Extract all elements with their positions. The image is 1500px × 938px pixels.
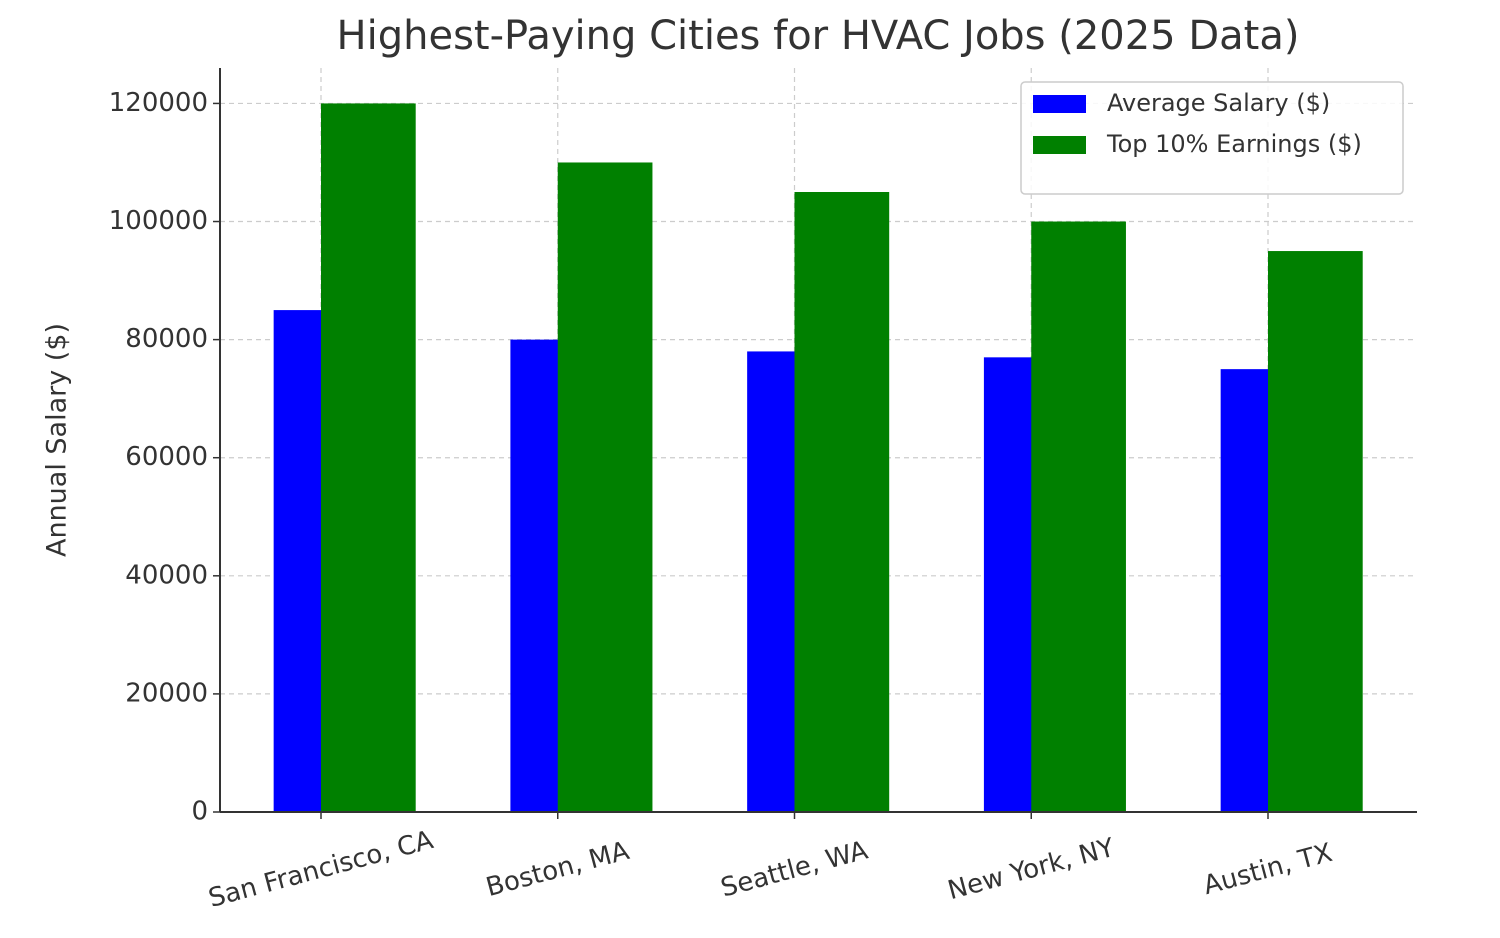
chart-title: Highest-Paying Cities for HVAC Jobs (202… <box>337 13 1300 59</box>
x-tick-label: Boston, MA <box>483 836 633 903</box>
legend-label: Average Salary ($) <box>1107 89 1330 117</box>
bar <box>557 162 653 812</box>
legend-swatch <box>1033 136 1086 154</box>
x-tick-label: Austin, TX <box>1200 838 1335 901</box>
y-tick-label: 20000 <box>125 678 208 708</box>
y-tick-label: 60000 <box>125 442 208 472</box>
legend-label: Top 10% Earnings ($) <box>1106 130 1362 158</box>
y-axis-label: Annual Salary ($) <box>42 323 73 557</box>
x-tick-label: Seattle, WA <box>718 835 871 903</box>
legend-box <box>1020 81 1404 195</box>
y-tick-label: 80000 <box>125 324 208 354</box>
bar <box>321 103 416 812</box>
y-tick-label: 40000 <box>125 560 208 590</box>
legend-swatch <box>1033 95 1086 113</box>
bar <box>1031 221 1126 812</box>
y-tick-label: 120000 <box>109 88 208 118</box>
x-tick-label: San Francisco, CA <box>205 825 436 914</box>
bar <box>1268 251 1363 813</box>
bar <box>794 192 890 812</box>
x-tick-label: New York, NY <box>945 833 1118 906</box>
y-tick-label: 0 <box>191 797 208 827</box>
y-tick-label: 100000 <box>109 206 208 236</box>
